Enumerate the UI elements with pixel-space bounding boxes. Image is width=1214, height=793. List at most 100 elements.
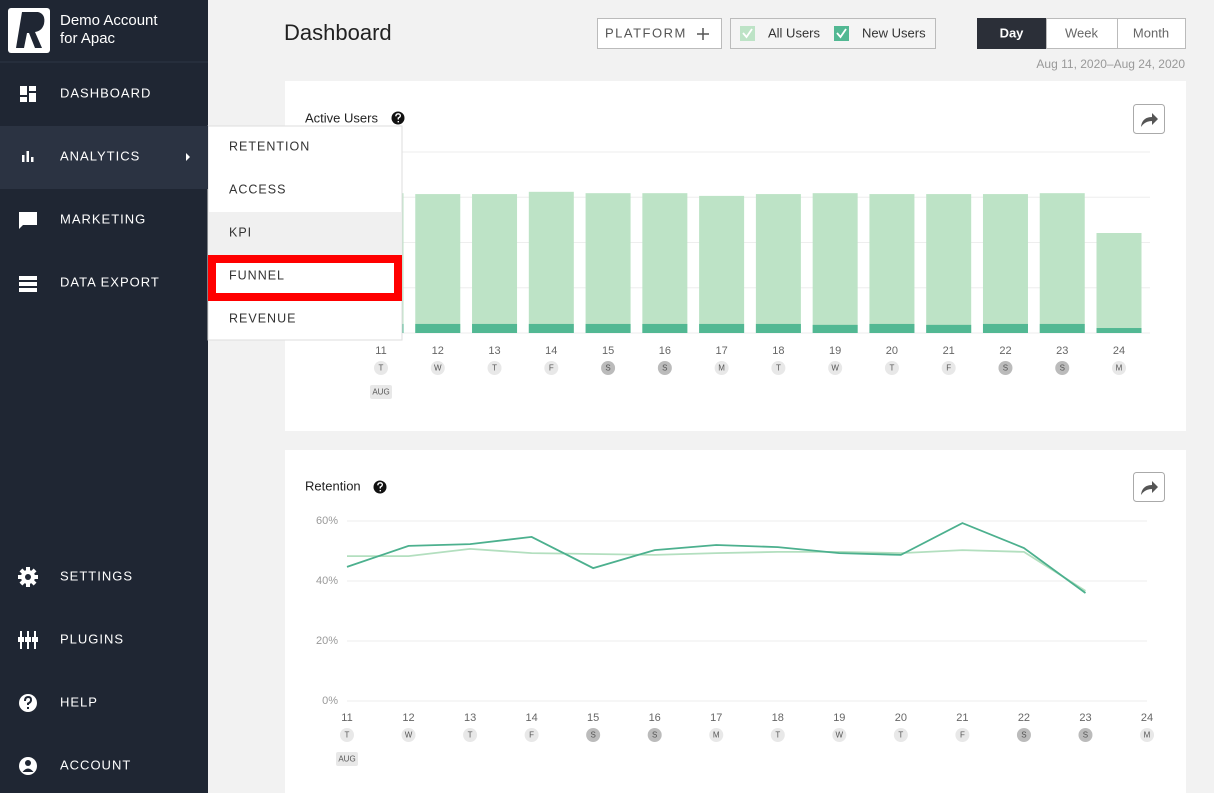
submenu-item[interactable]: ACCESS: [229, 182, 286, 196]
bar: [1096, 328, 1142, 333]
weekday-badge: [340, 728, 354, 742]
weekday-label: F: [946, 364, 951, 373]
filter-group: [730, 18, 936, 49]
weekday-label: S: [1083, 731, 1088, 740]
y-tick-label: 20%: [316, 635, 338, 647]
nav-item[interactable]: PLUGINS: [60, 631, 124, 646]
icon-part: [18, 637, 24, 642]
nav-item[interactable]: MARKETING: [60, 211, 146, 226]
range-button[interactable]: [977, 18, 1047, 49]
weekday-badge: [771, 361, 786, 375]
submenu-item[interactable]: REVENUE: [229, 311, 296, 325]
submenu-item[interactable]: FUNNEL: [229, 268, 285, 282]
submenu-item[interactable]: KPI: [229, 225, 252, 239]
x-tick-label: 21: [943, 345, 955, 357]
x-tick-label: 17: [715, 345, 727, 357]
icon-part: [29, 86, 36, 91]
nav-item[interactable]: HELP: [60, 694, 98, 709]
bar: [528, 323, 574, 333]
nav-item[interactable]: SETTINGS: [60, 568, 133, 583]
range-button[interactable]: [1117, 18, 1186, 49]
y-tick-label: 60%: [316, 515, 338, 527]
weekday-label: W: [836, 731, 844, 740]
share-button[interactable]: [1133, 104, 1165, 134]
weekday-badge: [1140, 728, 1155, 742]
weekday-badge: [709, 728, 724, 742]
checkbox[interactable]: [740, 26, 755, 41]
x-tick-label: 22: [999, 345, 1011, 357]
weekday-label: S: [1060, 364, 1065, 373]
bar: [415, 194, 461, 333]
weekday-badge: [657, 361, 672, 375]
weekday-badge: [463, 728, 478, 742]
bar: [528, 191, 574, 333]
icon-part: [19, 282, 37, 286]
platform-label: PLATFORM: [605, 25, 687, 40]
bar: [812, 193, 858, 333]
sidebar: [0, 0, 208, 793]
range-label: Day: [1000, 25, 1025, 40]
x-tick-label: 12: [402, 712, 414, 724]
bar: [585, 323, 631, 333]
chart-title: Retention: [305, 478, 361, 493]
bar: [926, 194, 972, 333]
x-tick-label: 18: [772, 712, 784, 724]
month-badge: [370, 385, 392, 399]
x-tick-label: 15: [587, 712, 599, 724]
nav-icon: [22, 151, 34, 162]
weekday-label: M: [1144, 731, 1151, 740]
weekday-label: T: [468, 731, 473, 740]
bar: [699, 195, 745, 333]
bar: [869, 323, 915, 333]
nav-item[interactable]: ACCOUNT: [60, 757, 131, 772]
weekday-label: M: [713, 731, 720, 740]
icon-part: [25, 637, 31, 642]
bar: [812, 324, 858, 333]
nav-item[interactable]: ANALYTICS: [60, 148, 140, 163]
weekday-badge: [1055, 361, 1070, 375]
nav-item[interactable]: DASHBOARD: [60, 85, 151, 100]
x-tick-label: 13: [464, 712, 476, 724]
share-button[interactable]: [1133, 472, 1165, 502]
weekday-label: T: [345, 731, 350, 740]
x-tick-label: 23: [1079, 712, 1091, 724]
line: [347, 547, 1086, 592]
x-tick-label: 12: [432, 345, 444, 357]
bar: [982, 323, 1028, 333]
weekday-badge: [430, 361, 445, 375]
x-tick-label: 14: [525, 712, 537, 724]
weekday-label: M: [718, 364, 725, 373]
weekday-label: T: [492, 364, 497, 373]
nav-active: [0, 126, 208, 189]
y-tick-label: 40%: [316, 575, 338, 587]
icon-part: [19, 212, 37, 229]
submenu-item[interactable]: RETENTION: [229, 139, 310, 153]
logo-glyph: [16, 12, 45, 48]
range-button[interactable]: [1046, 18, 1118, 49]
weekday-label: S: [1021, 731, 1026, 740]
weekday-badge: [1112, 361, 1127, 375]
weekday-badge: [955, 728, 970, 742]
checkbox[interactable]: [834, 26, 849, 41]
weekday-badge: [1078, 728, 1093, 742]
weekday-badge: [828, 361, 843, 375]
nav-item[interactable]: DATA EXPORT: [60, 274, 160, 289]
x-tick-label: 19: [829, 345, 841, 357]
help-glyph: [377, 482, 384, 492]
share-icon: [1141, 113, 1158, 127]
bar: [926, 324, 972, 333]
nav-icon: [19, 757, 37, 775]
weekday-badge: [770, 728, 785, 742]
bar: [1039, 323, 1085, 333]
nav-icon: [18, 631, 38, 649]
weekday-label: T: [379, 364, 384, 373]
month-label: AUG: [372, 388, 389, 397]
account-name: for Apac: [60, 30, 116, 47]
weekday-label: M: [1116, 364, 1123, 373]
x-tick-label: 11: [341, 712, 352, 724]
bar: [585, 193, 631, 333]
highlight-box: [208, 255, 402, 301]
y-tick-label: 0%: [322, 695, 338, 707]
weekday-label: W: [831, 364, 839, 373]
x-tick-label: 21: [956, 712, 968, 724]
